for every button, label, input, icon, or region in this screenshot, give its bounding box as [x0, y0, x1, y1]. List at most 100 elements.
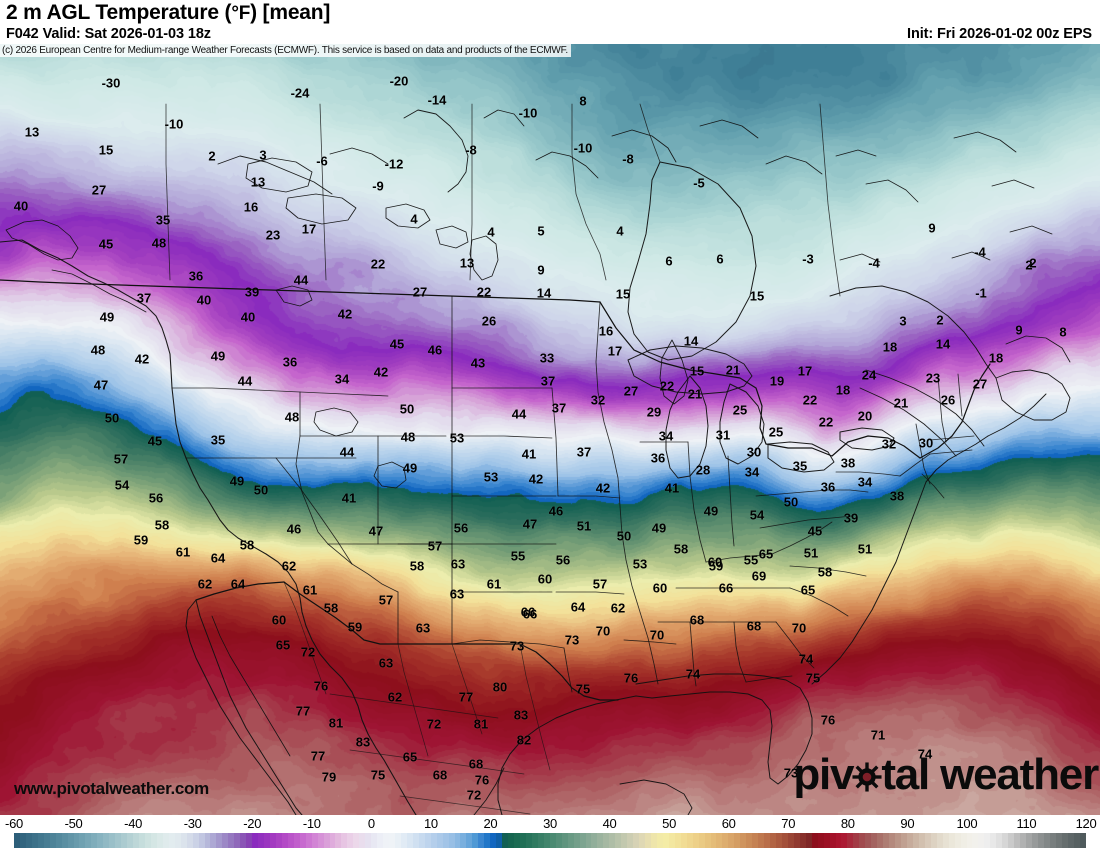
- temperature-label: 46: [548, 503, 564, 519]
- temperature-label: 77: [295, 703, 311, 719]
- temperature-label: 15: [749, 288, 765, 304]
- colorbar-swatch: [478, 833, 485, 848]
- temperature-label: 17: [797, 363, 813, 379]
- temperature-label: 60: [537, 571, 553, 587]
- colorbar-swatch: [210, 833, 217, 848]
- colorbar-swatch: [585, 833, 592, 848]
- temperature-label: 26: [940, 392, 956, 408]
- temperature-label: 15: [689, 363, 705, 379]
- temperature-label: 77: [458, 689, 474, 705]
- temperature-label: 60: [707, 554, 723, 570]
- temperature-label: 82: [516, 732, 532, 748]
- temperature-label: 72: [426, 716, 442, 732]
- colorbar-tick: 70: [781, 816, 796, 831]
- colorbar-swatch: [597, 833, 604, 848]
- temperature-label: 19: [769, 373, 785, 389]
- colorbar-swatch: [704, 833, 711, 848]
- temperature-label: 2: [1025, 257, 1033, 273]
- colorbar-swatch: [948, 833, 955, 848]
- colorbar-tick: 30: [543, 816, 557, 831]
- temperature-label: 13: [250, 174, 266, 190]
- temperature-label: 79: [321, 769, 337, 785]
- temperature-label: 66: [520, 604, 536, 620]
- colorbar-swatch: [877, 833, 884, 848]
- colorbar-gradient[interactable]: [14, 833, 1086, 848]
- page-title: 2 m AGL Temperature (°F) [mean]: [6, 1, 331, 24]
- temperature-label: 18: [882, 339, 898, 355]
- temperature-label: 31: [715, 427, 731, 443]
- temperature-label: 61: [302, 582, 318, 598]
- temperature-label: 53: [449, 430, 465, 446]
- colorbar-swatch: [109, 833, 116, 848]
- temperature-label: 71: [870, 727, 886, 743]
- colorbar-swatch: [531, 833, 538, 848]
- colorbar-swatch: [466, 833, 473, 848]
- temperature-label: -10: [164, 116, 184, 132]
- temperature-label: 42: [373, 364, 389, 380]
- colorbar-swatch: [746, 833, 753, 848]
- temperature-label: 6: [716, 251, 724, 267]
- temperature-label: 49: [229, 473, 245, 489]
- colorbar-swatch: [139, 833, 145, 848]
- temperature-label: -24: [290, 85, 310, 101]
- temperature-label: 41: [341, 490, 357, 506]
- colorbar-swatch: [829, 833, 836, 848]
- colorbar-swatch: [758, 833, 765, 848]
- forecast-valid-time: F042 Valid: Sat 2026-01-03 18z: [6, 26, 211, 42]
- colorbar-swatch: [537, 833, 544, 848]
- temperature-label: 55: [510, 548, 526, 564]
- colorbar-swatch: [43, 833, 50, 848]
- colorbar-tick: -40: [124, 816, 143, 831]
- temperature-label: 9: [928, 220, 936, 236]
- ecmwf-copyright: (c) 2026 European Centre for Medium-rang…: [0, 44, 571, 57]
- temperature-label: 3: [899, 313, 907, 329]
- colorbar-swatch: [162, 833, 169, 848]
- colorbar-swatch: [1031, 833, 1038, 848]
- colorbar-swatch: [400, 833, 407, 848]
- colorbar-swatch: [865, 833, 872, 848]
- temperature-label: 36: [282, 354, 298, 370]
- colorbar-swatch: [674, 833, 681, 848]
- colorbar-swatch: [573, 833, 580, 848]
- temperature-label: 44: [293, 272, 309, 288]
- temperature-label: 17: [607, 343, 623, 359]
- colorbar-swatch: [895, 833, 902, 848]
- colorbar-swatch: [55, 833, 62, 848]
- temperature-label: 40: [196, 292, 212, 308]
- temperature-label: 25: [732, 402, 748, 418]
- temperature-label: 46: [286, 521, 302, 537]
- temperature-label: 58: [817, 564, 833, 580]
- colorbar-swatch: [37, 833, 44, 848]
- temperature-label: -4: [974, 244, 986, 260]
- colorbar-swatch: [275, 833, 282, 848]
- colorbar-swatch: [954, 833, 961, 848]
- colorbar-swatch: [525, 833, 532, 848]
- temperature-label: 68: [689, 612, 705, 628]
- colorbar-tick: 10: [423, 816, 438, 831]
- colorbar-swatch: [740, 833, 747, 848]
- temperature-label: 48: [284, 409, 300, 425]
- temperature-label: 34: [658, 428, 674, 444]
- temperature-label: 58: [409, 558, 425, 574]
- temperature-label: 16: [598, 323, 614, 339]
- colorbar-swatch: [668, 833, 675, 848]
- temperature-label: 35: [210, 432, 226, 448]
- watermark-brand: piv tal weather: [793, 753, 1099, 797]
- temperature-label: 50: [253, 482, 269, 498]
- temperature-label: 4: [410, 211, 418, 227]
- temperature-label: 60: [652, 580, 668, 596]
- temperature-map[interactable]: (c) 2026 European Centre for Medium-rang…: [0, 44, 1100, 815]
- colorbar-swatch: [889, 833, 896, 848]
- colorbar-swatch: [603, 833, 610, 848]
- colorbar-swatch: [787, 833, 794, 848]
- colorbar-swatch: [817, 833, 824, 848]
- temperature-label: 6: [665, 253, 673, 269]
- temperature-label: 44: [237, 373, 253, 389]
- temperature-label: 18: [835, 382, 851, 398]
- colorbar-swatch: [61, 833, 68, 848]
- temperature-label: 38: [889, 488, 905, 504]
- temperature-label: 45: [389, 336, 405, 352]
- colorbar-swatch: [1008, 833, 1015, 848]
- temperature-label: 32: [881, 436, 897, 452]
